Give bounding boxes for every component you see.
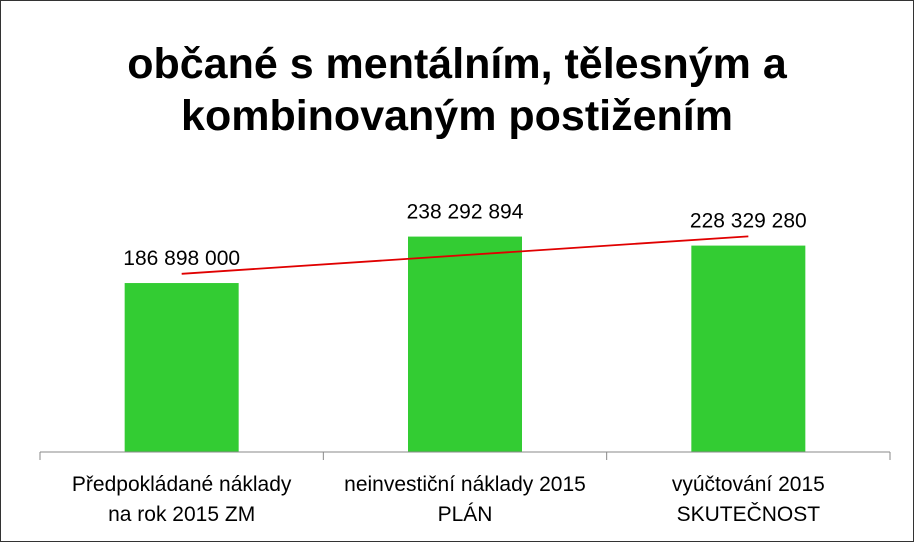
data-label: 228 329 280 xyxy=(690,210,807,233)
x-tick-label: Předpokládané náklady na rok 2015 ZM xyxy=(71,473,292,526)
chart-title: občané s mentálním, tělesným a kombinova… xyxy=(127,40,787,140)
data-label: 186 898 000 xyxy=(123,247,240,270)
x-tick-label: vyúčtování 2015 SKUTEČNOST xyxy=(671,473,825,526)
x-tick-label: neinvestiční náklady 2015 PLÁN xyxy=(344,473,586,526)
trendline xyxy=(181,235,749,275)
data-label: 238 292 894 xyxy=(407,201,524,224)
bar xyxy=(408,236,522,452)
bar xyxy=(691,245,806,452)
bar xyxy=(124,283,239,452)
